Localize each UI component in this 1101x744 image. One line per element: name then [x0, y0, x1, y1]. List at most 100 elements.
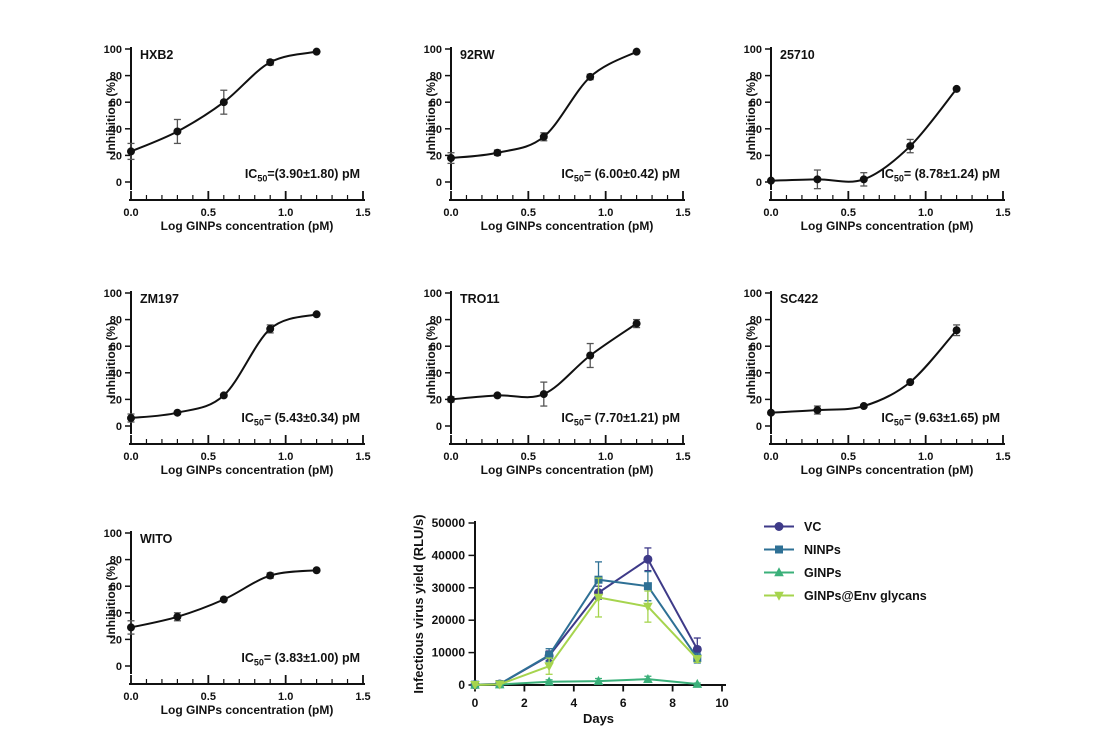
- svg-text:20: 20: [430, 394, 442, 406]
- svg-text:1.0: 1.0: [918, 451, 933, 463]
- ic50-value: = (9.63±1.65) pM: [903, 411, 1000, 425]
- dose-plot-hxb2: 0 20 40 60 80 100 0.0 0.5 1.0 1.5 Inhibition (%) …: [82, 18, 402, 260]
- strain-label: ZM197: [140, 292, 179, 306]
- svg-text:60: 60: [110, 581, 122, 593]
- svg-text:100: 100: [104, 288, 122, 300]
- svg-text:100: 100: [104, 528, 122, 540]
- strain-label: 92RW: [460, 48, 495, 62]
- svg-text:6: 6: [620, 696, 627, 710]
- dose-plot-canvas: 0 20 40 60 80 100 0.0 0.5 1.0 1.5: [744, 44, 1011, 219]
- svg-text:0.0: 0.0: [763, 207, 778, 219]
- svg-text:20000: 20000: [432, 613, 466, 627]
- svg-text:100: 100: [424, 44, 442, 56]
- svg-text:0: 0: [436, 421, 442, 433]
- x-axis-label: Log GINPs concentration (pM): [800, 219, 974, 233]
- svg-text:4: 4: [570, 696, 577, 710]
- svg-text:80: 80: [110, 315, 122, 327]
- svg-text:0: 0: [458, 678, 465, 692]
- svg-text:1.0: 1.0: [918, 207, 933, 219]
- svg-text:0: 0: [756, 421, 762, 433]
- dose-plot-92rw: 0 20 40 60 80 100 0.0 0.5 1.0 1.5 Inhibition (%) …: [402, 18, 722, 260]
- ic50-annotation: IC50= (9.63±1.65) pM: [881, 411, 1000, 428]
- svg-text:60: 60: [750, 97, 762, 109]
- svg-text:100: 100: [744, 288, 762, 300]
- ic50-value: = (5.43±0.34) pM: [263, 411, 360, 425]
- legend-label: VC: [804, 519, 822, 534]
- ic50-value: = (6.00±0.42) pM: [583, 167, 680, 181]
- dose-plot-wito: 0 20 40 60 80 100 0.0 0.5 1.0 1.5 Inhibition (%) …: [82, 502, 402, 744]
- dose-plot-canvas: 0 20 40 60 80 100 0.0 0.5 1.0 1.5: [104, 44, 371, 219]
- svg-text:10: 10: [715, 696, 729, 710]
- dose-plot-canvas: 0 20 40 60 80 100 0.0 0.5 1.0 1.5: [104, 288, 371, 463]
- y-axis-label: Inhibition (%): [424, 78, 438, 154]
- svg-text:0.0: 0.0: [763, 451, 778, 463]
- svg-text:0.5: 0.5: [841, 207, 856, 219]
- svg-text:0.0: 0.0: [443, 207, 458, 219]
- ic50-prefix: IC: [881, 411, 894, 425]
- strain-label: 25710: [780, 48, 815, 62]
- virus-yield-plot: 0 10000 20000 30000 40000 50000 0 2 4 6 8 10 Infect…: [398, 498, 763, 744]
- ic50-annotation: IC50=(3.90±1.80) pM: [245, 167, 360, 184]
- svg-text:20: 20: [750, 394, 762, 406]
- ic50-prefix: IC: [241, 411, 254, 425]
- svg-text:60: 60: [430, 341, 442, 353]
- svg-text:20: 20: [110, 150, 122, 162]
- ic50-subscript: 50: [253, 417, 264, 428]
- svg-text:0: 0: [756, 177, 762, 189]
- legend-item-ninps: NINPs: [763, 538, 927, 561]
- svg-text:40: 40: [430, 368, 442, 380]
- svg-text:0: 0: [472, 696, 479, 710]
- svg-text:80: 80: [430, 315, 442, 327]
- ic50-subscript: 50: [257, 173, 268, 184]
- legend-marker-triangle-down-icon: [764, 591, 794, 601]
- y-axis-label: Inhibition (%): [104, 78, 118, 154]
- svg-text:1.5: 1.5: [355, 691, 370, 703]
- ic50-subscript: 50: [893, 417, 904, 428]
- svg-text:10000: 10000: [432, 646, 466, 660]
- svg-text:60: 60: [750, 341, 762, 353]
- ic50-prefix: IC: [881, 167, 894, 181]
- dose-plot-25710: 0 20 40 60 80 100 0.0 0.5 1.0 1.5 Inhibition (%) …: [722, 18, 1042, 260]
- ic50-prefix: IC: [244, 167, 258, 181]
- dose-plot-tro11: 0 20 40 60 80 100 0.0 0.5 1.0 1.5 Inhibition (%) …: [402, 262, 722, 504]
- ic50-value: = (8.78±1.24) pM: [903, 167, 1000, 181]
- svg-text:0.5: 0.5: [201, 691, 216, 703]
- svg-text:80: 80: [430, 71, 442, 83]
- svg-text:0: 0: [116, 421, 122, 433]
- dose-plot-canvas: 0 20 40 60 80 100 0.0 0.5 1.0 1.5: [744, 288, 1011, 463]
- y-axis-label: Inhibition (%): [104, 562, 118, 638]
- svg-text:0.0: 0.0: [123, 691, 138, 703]
- svg-text:80: 80: [110, 555, 122, 567]
- svg-text:20: 20: [110, 394, 122, 406]
- svg-text:0.0: 0.0: [123, 451, 138, 463]
- ic50-annotation: IC50= (7.70±1.21) pM: [561, 411, 680, 428]
- svg-text:40000: 40000: [432, 548, 466, 562]
- svg-text:0.5: 0.5: [201, 207, 216, 219]
- svg-text:0: 0: [116, 177, 122, 189]
- x-axis-label: Log GINPs concentration (pM): [480, 463, 654, 477]
- svg-text:2: 2: [521, 696, 528, 710]
- ic50-value: = (7.70±1.21) pM: [583, 411, 680, 425]
- y-axis-label: Inhibition (%): [744, 78, 758, 154]
- ic50-prefix: IC: [561, 167, 574, 181]
- svg-text:1.0: 1.0: [598, 207, 613, 219]
- svg-text:80: 80: [750, 315, 762, 327]
- svg-text:40: 40: [110, 368, 122, 380]
- svg-text:1.0: 1.0: [278, 451, 293, 463]
- svg-text:80: 80: [110, 71, 122, 83]
- svg-text:1.5: 1.5: [995, 451, 1010, 463]
- strain-label: WITO: [140, 532, 173, 546]
- svg-text:100: 100: [104, 44, 122, 56]
- svg-text:50000: 50000: [432, 516, 466, 530]
- svg-text:30000: 30000: [432, 581, 466, 595]
- svg-text:0: 0: [436, 177, 442, 189]
- y-axis-label: Inhibition (%): [104, 322, 118, 398]
- ic50-annotation: IC50= (6.00±0.42) pM: [561, 167, 680, 184]
- legend-label: GINPs@Env glycans: [804, 588, 927, 603]
- svg-text:60: 60: [110, 97, 122, 109]
- x-axis-label: Log GINPs concentration (pM): [160, 703, 334, 717]
- dose-plot-zm197: 0 20 40 60 80 100 0.0 0.5 1.0 1.5 Inhibition (%) …: [82, 262, 402, 504]
- svg-text:100: 100: [424, 288, 442, 300]
- svg-text:1.5: 1.5: [355, 451, 370, 463]
